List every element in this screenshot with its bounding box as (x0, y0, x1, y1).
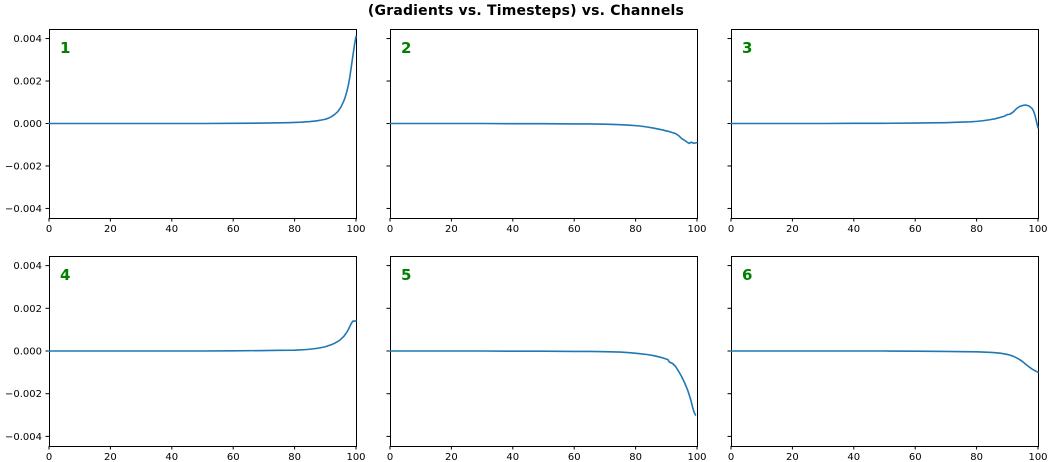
x-tick-label: 80 (970, 224, 983, 235)
y-tick-label: −0.002 (5, 389, 42, 400)
x-tick-label: 60 (568, 452, 581, 462)
y-tick-label: 0.002 (13, 304, 42, 315)
x-tick-label: 40 (847, 452, 860, 462)
x-tick-label: 100 (1028, 224, 1047, 235)
channel-label-6: 6 (742, 266, 752, 284)
x-tick-label: 100 (687, 452, 706, 462)
channel-label-3: 3 (742, 39, 752, 57)
x-tick-label: 0 (387, 224, 393, 235)
x-tick-label: 100 (687, 224, 706, 235)
x-tick-label: 40 (506, 452, 519, 462)
subplot-3: 0 20 40 60 80 100 3 (727, 29, 1048, 235)
figure-title: (Gradients vs. Timesteps) vs. Channels (367, 3, 685, 19)
x-tick-label: 60 (909, 452, 922, 462)
x-tick-label: 20 (104, 452, 117, 462)
x-tick-label: 100 (346, 224, 365, 235)
subplot-6: 0 20 40 60 80 100 6 (727, 256, 1048, 462)
x-tick-label: 20 (786, 224, 799, 235)
x-tick-label: 60 (227, 224, 240, 235)
y-tick-label: 0.004 (13, 34, 42, 45)
x-tick-label: 60 (568, 224, 581, 235)
x-tick-label: 80 (288, 224, 301, 235)
x-tick-label: 20 (445, 452, 458, 462)
channel-label-2: 2 (401, 39, 411, 57)
x-tick-label: 80 (970, 452, 983, 462)
series-line (730, 350, 1039, 374)
x-tick-label: 40 (165, 452, 178, 462)
series-line (48, 320, 357, 352)
y-tick-label: −0.002 (5, 161, 42, 172)
x-tick-label: 60 (227, 452, 240, 462)
y-tick-label: 0.000 (13, 119, 42, 130)
x-tick-label: 40 (847, 224, 860, 235)
x-tick-label: 0 (728, 224, 734, 235)
series-line (48, 35, 357, 125)
x-tick-label: 20 (786, 452, 799, 462)
series-line (730, 104, 1039, 129)
x-tick-label: 20 (104, 224, 117, 235)
channel-label-4: 4 (60, 266, 70, 284)
x-tick-label: 80 (629, 224, 642, 235)
channel-label-1: 1 (60, 39, 70, 57)
x-tick-label: 20 (445, 224, 458, 235)
series-line (389, 122, 698, 145)
x-tick-label: 0 (46, 452, 52, 462)
x-tick-label: 80 (629, 452, 642, 462)
series-line (389, 350, 697, 416)
subplot-1: 0 20 40 60 80 100 0.004 0.002 0.000 −0.002 −0.004 1 (5, 29, 366, 235)
x-tick-label: 40 (506, 224, 519, 235)
x-tick-label: 100 (1028, 452, 1047, 462)
x-tick-label: 80 (288, 452, 301, 462)
x-tick-label: 0 (728, 452, 734, 462)
x-tick-label: 40 (165, 224, 178, 235)
y-tick-label: −0.004 (5, 432, 42, 443)
channel-label-5: 5 (401, 266, 411, 284)
subplot-2: 0 20 40 60 80 100 2 (386, 29, 707, 235)
x-tick-label: 60 (909, 224, 922, 235)
y-tick-label: 0.000 (13, 347, 42, 358)
subplot-5: 0 20 40 60 80 100 5 (386, 256, 707, 462)
y-tick-label: 0.002 (13, 77, 42, 88)
x-tick-label: 0 (46, 224, 52, 235)
x-tick-label: 100 (346, 452, 365, 462)
x-tick-label: 0 (387, 452, 393, 462)
subplot-4: 0 20 40 60 80 100 0.004 0.002 0.000 −0.002 −0.004 4 (5, 256, 366, 462)
y-tick-label: 0.004 (13, 261, 42, 272)
y-tick-label: −0.004 (5, 204, 42, 215)
